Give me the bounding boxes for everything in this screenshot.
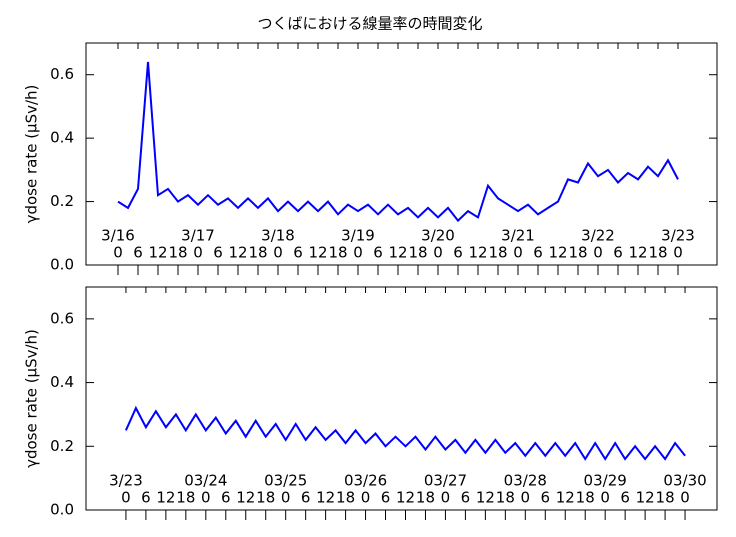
x-tick-label: 12 (556, 489, 575, 507)
x-tick-label: 12 (628, 244, 647, 262)
y-tick-label: 0.4 (50, 373, 74, 391)
x-tick-label: 0 (441, 489, 451, 507)
x-tick-label: 12 (636, 489, 655, 507)
x-tick-label: 0 (353, 244, 363, 262)
x-tick-label: 0 (273, 244, 283, 262)
date-label: 03/27 (424, 472, 467, 490)
x-tick-label: 0 (361, 489, 371, 507)
x-tick-label: 12 (548, 244, 567, 262)
x-tick-label: 6 (620, 489, 630, 507)
x-tick-label: 6 (533, 244, 543, 262)
date-label: 03/28 (504, 472, 547, 490)
y-tick-label: 0.4 (50, 129, 74, 147)
date-label: 03/30 (663, 472, 706, 490)
date-label: 03/25 (264, 472, 307, 490)
x-tick-label: 18 (496, 489, 515, 507)
x-tick-label: 18 (408, 244, 427, 262)
x-tick-label: 6 (381, 489, 391, 507)
date-label: 3/16 (101, 227, 135, 245)
y-tick-label: 0.2 (50, 192, 74, 210)
x-tick-label: 12 (236, 489, 255, 507)
x-tick-label: 0 (433, 244, 443, 262)
plot-frame (85, 42, 718, 266)
date-label: 3/23 (661, 227, 695, 245)
y-axis-label: γdose rate (μSv/h) (23, 329, 41, 468)
date-label: 3/22 (581, 227, 615, 245)
data-line (117, 61, 679, 223)
x-tick-label: 18 (648, 244, 667, 262)
x-tick-label: 0 (593, 244, 603, 262)
y-tick-label: 0.2 (50, 437, 74, 455)
x-tick-label: 18 (656, 489, 675, 507)
x-tick-label: 18 (176, 489, 195, 507)
x-tick-label: 0 (521, 489, 531, 507)
x-tick-label: 18 (256, 489, 275, 507)
x-tick-label: 0 (680, 489, 690, 507)
x-tick-label: 6 (461, 489, 471, 507)
x-tick-label: 0 (121, 489, 131, 507)
x-tick-label: 0 (201, 489, 211, 507)
date-label: 3/18 (261, 227, 295, 245)
date-label: 3/17 (181, 227, 215, 245)
date-label: 3/21 (501, 227, 535, 245)
date-label: 3/20 (421, 227, 455, 245)
x-tick-label: 6 (613, 244, 623, 262)
x-tick-label: 12 (308, 244, 327, 262)
data-line (124, 405, 686, 461)
x-tick-label: 0 (193, 244, 203, 262)
x-tick-label: 18 (416, 489, 435, 507)
x-tick-label: 18 (328, 244, 347, 262)
x-tick-label: 6 (133, 244, 143, 262)
date-label: 03/29 (584, 472, 627, 490)
date-label: 3/19 (341, 227, 375, 245)
x-tick-label: 12 (228, 244, 247, 262)
x-tick-label: 6 (221, 489, 231, 507)
x-tick-label: 0 (113, 244, 123, 262)
x-tick-label: 18 (248, 244, 267, 262)
x-tick-label: 12 (396, 489, 415, 507)
x-tick-label: 6 (141, 489, 151, 507)
x-tick-label: 18 (336, 489, 355, 507)
x-tick-label: 12 (148, 244, 167, 262)
x-tick-label: 0 (281, 489, 291, 507)
x-tick-label: 6 (453, 244, 463, 262)
date-label: 03/24 (184, 472, 227, 490)
plot-frame (85, 286, 718, 511)
x-tick-label: 12 (468, 244, 487, 262)
y-tick-label: 0.0 (50, 256, 74, 274)
y-tick-label: 0.6 (50, 309, 74, 327)
x-tick-label: 6 (301, 489, 311, 507)
x-tick-label: 18 (576, 489, 595, 507)
x-tick-label: 12 (316, 489, 335, 507)
x-tick-label: 0 (673, 244, 683, 262)
date-label: 3/23 (109, 472, 143, 490)
y-tick-label: 0.0 (50, 501, 74, 519)
x-tick-label: 6 (540, 489, 550, 507)
x-tick-label: 18 (568, 244, 587, 262)
x-tick-label: 12 (388, 244, 407, 262)
chart-title: つくばにおける線量率の時間変化 (257, 15, 482, 33)
x-tick-label: 12 (156, 489, 175, 507)
x-tick-label: 6 (293, 244, 303, 262)
x-tick-label: 0 (513, 244, 523, 262)
date-label: 03/26 (344, 472, 387, 490)
x-tick-label: 12 (476, 489, 495, 507)
x-tick-label: 6 (213, 244, 223, 262)
y-axis-label: γdose rate (μSv/h) (23, 85, 41, 224)
x-tick-label: 18 (488, 244, 507, 262)
x-tick-label: 18 (168, 244, 187, 262)
y-tick-label: 0.6 (50, 65, 74, 83)
x-tick-label: 0 (600, 489, 610, 507)
x-tick-label: 6 (373, 244, 383, 262)
